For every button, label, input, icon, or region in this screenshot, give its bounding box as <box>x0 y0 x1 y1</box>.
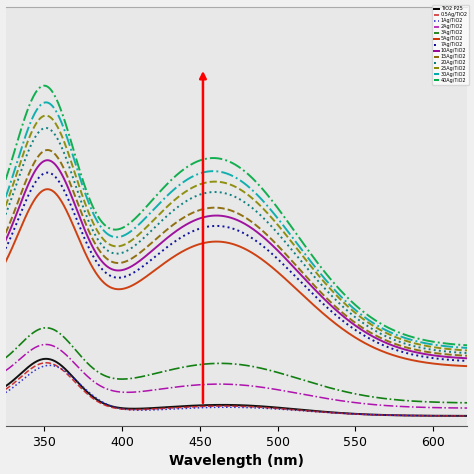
X-axis label: Wavelength (nm): Wavelength (nm) <box>169 455 304 468</box>
Legend: TiO2 P25, 0.5Ag/TiO2, 1Ag/TiO2, 2Ag/TiO2, 3Ag/TiO2, 5Ag/TiO2, 7Ag/TiO2, 10Ag/TiO: TiO2 P25, 0.5Ag/TiO2, 1Ag/TiO2, 2Ag/TiO2… <box>432 5 469 84</box>
